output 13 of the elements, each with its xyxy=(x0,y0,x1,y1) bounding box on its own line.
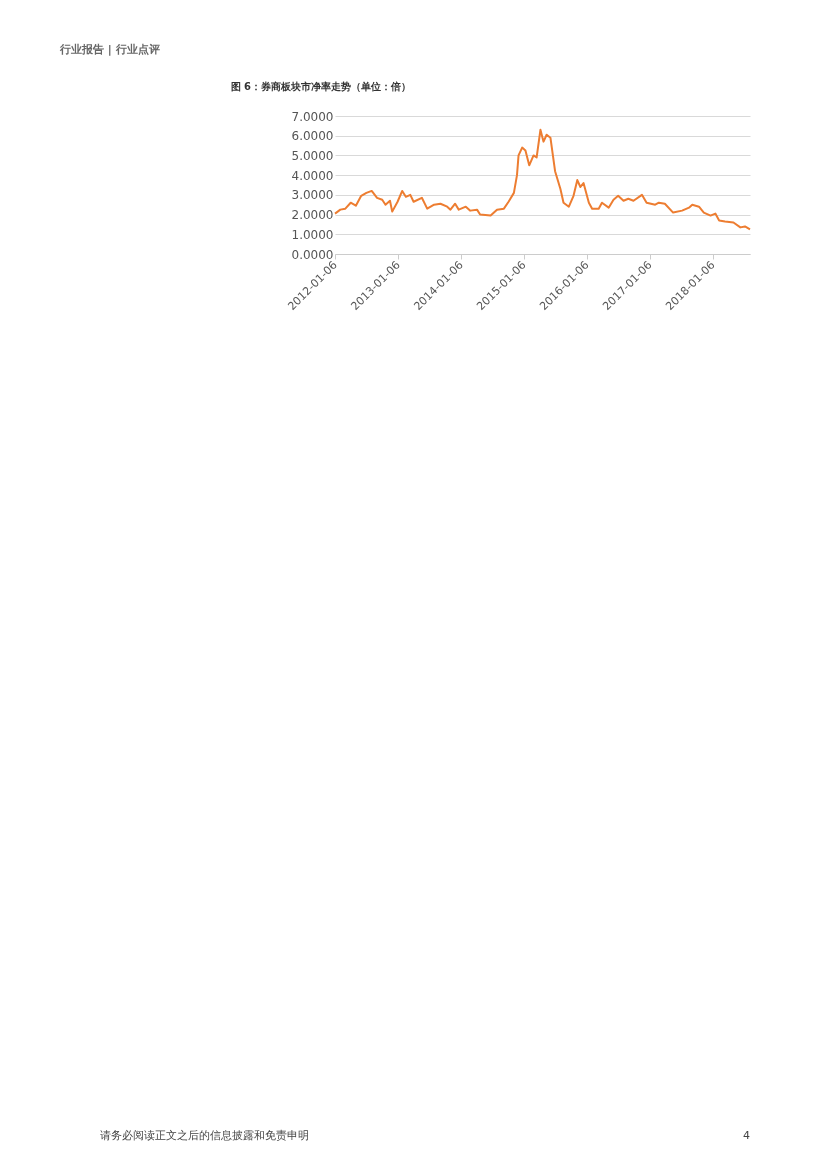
text: 4 xyxy=(743,1129,750,1142)
y-tick-label: 3.0000 xyxy=(291,188,334,203)
y-tick-label: 2.0000 xyxy=(291,208,334,223)
y-tick-label: 0.0000 xyxy=(291,247,334,262)
text: 请务必阅读正文之后的信息披露和免责申明 xyxy=(100,1129,309,1142)
y-tick-label: 5.0000 xyxy=(291,148,334,163)
y-tick-label: 4.0000 xyxy=(291,168,334,183)
y-tick-label: 7.0000 xyxy=(291,109,334,124)
y-tick-label: 1.0000 xyxy=(291,227,334,242)
y-tick-label: 6.0000 xyxy=(291,129,334,144)
chart-title: 图 6：券商板块市净率走势（单位：倍） xyxy=(230,81,412,92)
text: 行业报告 | 行业点评 xyxy=(59,43,160,56)
line-series xyxy=(334,128,751,231)
